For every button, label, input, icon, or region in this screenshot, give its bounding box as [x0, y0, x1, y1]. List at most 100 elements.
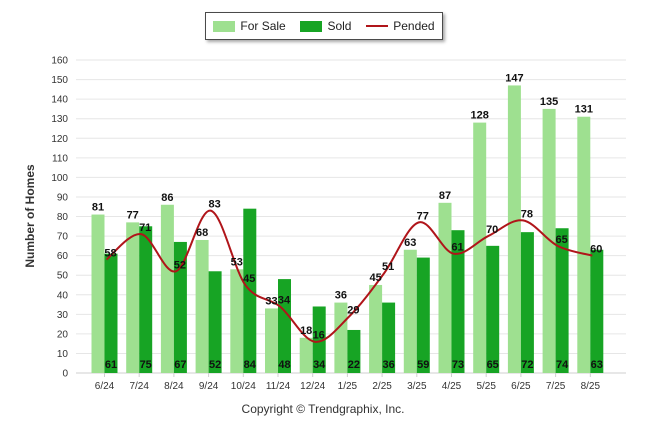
x-tick-label: 8/24 — [164, 381, 184, 392]
y-tick-label: 70 — [57, 232, 69, 243]
bar-sold — [382, 302, 396, 373]
bar-sold — [590, 249, 604, 373]
sold-swatch — [300, 20, 323, 32]
x-tick-label: 6/25 — [511, 381, 531, 392]
bar-sold — [173, 241, 187, 373]
data-label-for-sale: 131 — [575, 104, 593, 116]
data-label-pended: 77 — [417, 210, 429, 222]
bar-sold — [555, 228, 569, 373]
data-label-for-sale: 45 — [369, 272, 381, 284]
data-label-pended: 29 — [347, 304, 359, 316]
copyright: Copyright © Trendgraphix, Inc. — [241, 402, 405, 416]
data-label-pended: 51 — [382, 261, 394, 273]
x-tick-label: 7/24 — [129, 381, 149, 392]
data-label-pended: 61 — [451, 242, 463, 254]
data-label-for-sale: 68 — [196, 227, 208, 239]
data-label-sold: 22 — [348, 359, 360, 371]
data-label-sold: 75 — [140, 359, 152, 371]
x-tick-label: 11/24 — [266, 381, 291, 392]
data-label-pended: 70 — [486, 224, 498, 236]
data-label-pended: 52 — [174, 259, 186, 271]
bar-sold — [312, 306, 326, 373]
y-tick-label: 30 — [57, 310, 69, 321]
data-label-pended: 71 — [139, 222, 151, 234]
bar-for-sale — [507, 85, 521, 374]
pended-series — [105, 209, 593, 343]
bar-sold — [208, 271, 222, 373]
bar-sold — [520, 232, 534, 373]
legend-label-sold: Sold — [327, 19, 352, 33]
bar-sold — [347, 329, 361, 373]
bar-sold — [104, 253, 118, 373]
bar-for-sale — [334, 302, 348, 373]
bar-for-sale — [160, 204, 174, 373]
data-label-sold: 84 — [244, 359, 257, 371]
data-labels: 81 61 77 75 86 67 68 52 53 84 33 48 18 34 36 22 45 36 63 59… — [92, 72, 603, 371]
data-label-pended: 45 — [243, 273, 255, 285]
x-tick-label: 9/24 — [199, 381, 219, 392]
data-label-pended: 83 — [208, 199, 220, 211]
data-label-pended: 78 — [521, 208, 533, 220]
y-tick-label: 130 — [51, 114, 68, 125]
legend: For Sale Sold Pended — [205, 12, 443, 40]
bar-for-sale — [265, 308, 278, 373]
y-axis-label: Number of Homes — [23, 164, 37, 268]
data-label-sold: 73 — [452, 359, 464, 371]
x-axis-ticks: 6/24 7/24 8/24 9/24 10/24 11/24 12/24 1/25 2/25 3… — [95, 373, 601, 392]
bar-for-sale — [403, 249, 417, 373]
data-label-for-sale: 63 — [404, 237, 416, 249]
data-label-sold: 34 — [313, 359, 326, 371]
data-label-pended: 58 — [104, 248, 116, 260]
bar-sold — [486, 245, 500, 373]
data-label-for-sale: 33 — [265, 295, 277, 307]
data-label-for-sale: 86 — [161, 192, 173, 204]
y-tick-label: 100 — [51, 173, 68, 184]
data-label-sold: 65 — [487, 359, 499, 371]
y-tick-label: 160 — [51, 56, 68, 67]
data-label-sold: 59 — [417, 359, 429, 371]
y-tick-label: 120 — [51, 134, 68, 145]
bar-sold — [416, 257, 430, 373]
data-label-sold: 63 — [591, 359, 603, 371]
bar-for-sale — [577, 116, 591, 373]
y-tick-label: 110 — [52, 153, 68, 164]
bar-sold — [139, 226, 153, 373]
y-tick-label: 60 — [57, 251, 69, 262]
pended-line — [105, 209, 593, 343]
data-label-sold: 72 — [521, 359, 533, 371]
y-axis-ticks: 0 10 20 30 40 50 60 70 80 90 100 110 120 130 140 150 160 — [51, 56, 68, 380]
data-label-sold: 61 — [105, 359, 117, 371]
pended-swatch — [366, 25, 389, 27]
data-label-for-sale: 81 — [92, 202, 104, 214]
x-tick-label: 1/25 — [338, 381, 358, 392]
bar-for-sale — [438, 202, 452, 373]
y-tick-label: 90 — [57, 192, 69, 203]
y-tick-label: 40 — [57, 290, 69, 301]
y-tick-label: 150 — [51, 75, 68, 86]
data-label-sold: 67 — [174, 359, 186, 371]
bar-for-sale — [473, 122, 487, 373]
data-label-pended: 65 — [555, 234, 567, 246]
bar-for-sale — [230, 269, 244, 373]
data-label-pended: 16 — [313, 330, 325, 342]
bar-for-sale — [369, 284, 383, 373]
data-label-for-sale: 53 — [231, 256, 243, 268]
x-tick-label: 2/25 — [372, 381, 392, 392]
bar-for-sale — [299, 337, 313, 373]
bar-for-sale — [195, 239, 209, 373]
data-label-sold: 36 — [382, 359, 394, 371]
x-tick-label: 4/25 — [442, 381, 462, 392]
data-label-pended: 60 — [590, 244, 602, 256]
x-tick-label: 8/25 — [581, 381, 601, 392]
y-tick-label: 80 — [57, 212, 69, 223]
x-tick-label: 7/25 — [546, 381, 566, 392]
for-sale-swatch — [213, 20, 236, 32]
data-label-for-sale: 36 — [335, 290, 347, 302]
bar-sold — [451, 230, 465, 373]
data-label-for-sale: 77 — [127, 209, 139, 221]
data-label-sold: 48 — [278, 359, 290, 371]
bar-for-sale — [91, 214, 105, 373]
data-label-for-sale: 18 — [300, 325, 312, 337]
legend-item-pended: Pended — [366, 19, 435, 33]
